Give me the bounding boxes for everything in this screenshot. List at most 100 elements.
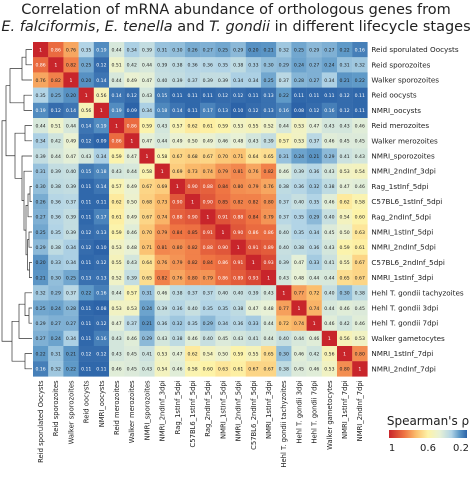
heatmap-cell <box>261 209 277 225</box>
cell-value-label: 0.12 <box>127 93 137 99</box>
cell-value-label: 0.33 <box>248 63 258 69</box>
cell-value-label: 0.43 <box>111 351 121 357</box>
heatmap-cell <box>139 315 155 331</box>
heatmap-cell <box>200 315 216 331</box>
cell-value-label: 0.34 <box>66 336 76 342</box>
heatmap-cell <box>291 285 307 301</box>
heatmap-cell <box>321 102 338 119</box>
cell-value-label: 0.08 <box>294 108 304 114</box>
cell-value-label: 0.52 <box>263 123 273 129</box>
heatmap-cell <box>261 285 277 301</box>
heatmap-cell <box>276 148 292 164</box>
heatmap-cell <box>154 87 170 103</box>
cell-value-label: 0.19 <box>111 108 121 114</box>
cell-value-label: 0.41 <box>324 260 334 266</box>
cell-value-label: 0.30 <box>279 351 289 357</box>
cell-value-label: 0.30 <box>51 275 61 281</box>
cell-value-label: 0.11 <box>96 199 106 205</box>
heatmap-cell <box>276 133 292 149</box>
heatmap-cell <box>93 209 110 225</box>
column-label: NMRI_1stInf_5dpi <box>219 380 227 439</box>
cell-value-label: 0.10 <box>233 108 243 114</box>
heatmap-cell <box>230 346 246 362</box>
cell-value-label: 0.43 <box>127 260 137 266</box>
heatmap-cell <box>185 194 201 210</box>
cell-value-label: 0.38 <box>233 306 243 312</box>
cell-value-label: 0.08 <box>96 306 106 312</box>
row-label: Reid merozoites <box>371 121 429 130</box>
heatmap-cell <box>154 72 170 88</box>
cell-value-label: 0.68 <box>142 199 152 205</box>
heatmap-cell <box>169 178 186 195</box>
heatmap-cell <box>78 163 94 179</box>
cell-value-label: 0.82 <box>248 199 258 205</box>
cell-value-label: 0.37 <box>187 78 197 84</box>
heatmap-cell <box>306 87 322 103</box>
cell-value-label: 0.82 <box>66 63 76 69</box>
cell-value-label: 0.22 <box>81 291 91 297</box>
cell-value-label: 0.67 <box>142 184 152 190</box>
cell-value-label: 0.84 <box>248 215 258 221</box>
cell-value-label: 0.59 <box>111 230 121 236</box>
column-label: C57BL6_1stInf_5dpi <box>189 380 197 447</box>
cell-value-label: 0.41 <box>339 154 349 160</box>
heatmap-cell <box>337 315 353 331</box>
heatmap-cell <box>352 300 368 316</box>
heatmap-cell <box>33 361 49 377</box>
heatmap-cell <box>185 330 201 347</box>
heatmap-cell <box>306 346 322 362</box>
cell-value-label: 0.25 <box>35 230 45 236</box>
cell-value-label: 0.43 <box>263 291 273 297</box>
heatmap-cell <box>139 209 155 225</box>
heatmap-cell <box>200 178 216 195</box>
cell-value-label: 0.24 <box>142 306 152 312</box>
cell-value-label: 0.74 <box>203 169 213 175</box>
cell-value-label: 0.16 <box>324 108 334 114</box>
cell-value-label: 0.56 <box>96 93 106 99</box>
cell-value-label: 0.12 <box>309 108 319 114</box>
heatmap-cell <box>78 148 94 164</box>
heatmap-cell <box>139 239 155 255</box>
heatmap-cell <box>63 72 79 88</box>
cell-value-label: 0.59 <box>111 154 121 160</box>
heatmap-cell <box>306 163 322 179</box>
cell-value-label: 0.38 <box>51 184 61 190</box>
heatmap-cell <box>154 224 170 240</box>
heatmap-cell <box>261 148 277 164</box>
heatmap-cell <box>124 148 140 164</box>
cell-value-label: 0.37 <box>309 139 319 145</box>
heatmap-cell <box>230 178 246 195</box>
cell-value-label: 0.20 <box>81 78 91 84</box>
cell-value-label: 0.27 <box>51 321 61 327</box>
cell-value-label: 0.22 <box>35 351 45 357</box>
cell-value-label: 0.44 <box>111 78 121 84</box>
heatmap-cell <box>139 270 155 286</box>
heatmap-cell <box>215 87 231 103</box>
heatmap-cell <box>124 194 140 210</box>
heatmap-cell <box>78 209 94 225</box>
heatmap-cell <box>93 72 110 88</box>
cell-value-label: 0.77 <box>279 306 289 312</box>
dendrogram-branch <box>28 307 32 324</box>
cell-value-label: 0.11 <box>203 93 213 99</box>
cell-value-label: 0.16 <box>96 291 106 297</box>
column-label: Reid sporozoites <box>52 380 60 436</box>
heatmap-cell <box>291 72 307 88</box>
heatmap-cell <box>245 209 262 225</box>
heatmap-cell <box>48 224 64 240</box>
cell-value-label: 0.42 <box>51 139 61 145</box>
heatmap-cell <box>169 224 186 240</box>
cell-value-label: 0.42 <box>127 63 137 69</box>
heatmap-cell <box>230 148 246 164</box>
heatmap-cell <box>215 72 231 88</box>
cell-value-label: 0.45 <box>127 367 137 373</box>
heatmap-cell <box>139 346 155 362</box>
cell-value-label: 1 <box>282 291 285 297</box>
heatmap-cell <box>124 300 140 316</box>
heatmap-cell <box>337 102 353 119</box>
cell-value-label: 0.57 <box>127 291 137 297</box>
cell-value-label: 0.20 <box>35 260 45 266</box>
cell-value-label: 0.51 <box>111 63 121 69</box>
heatmap-cell <box>352 42 368 58</box>
heatmap-cell <box>48 148 64 164</box>
